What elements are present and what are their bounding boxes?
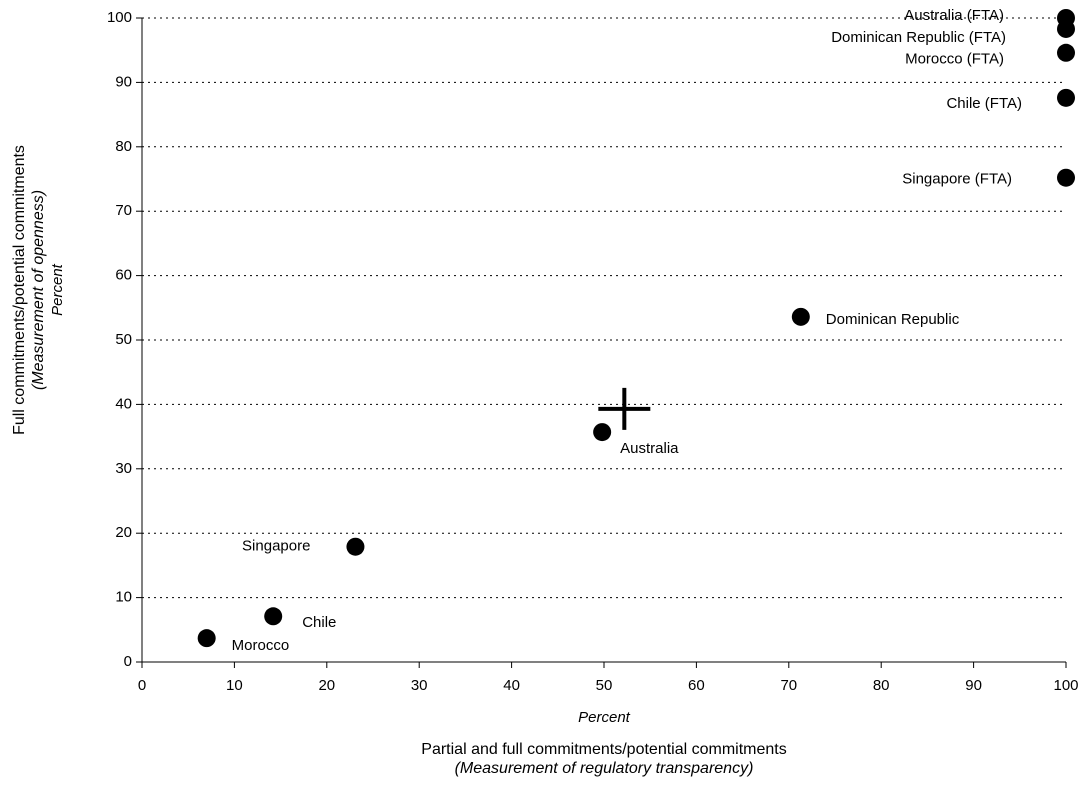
y-tick-label: 60 (115, 267, 132, 284)
y-tick-label: 40 (115, 395, 132, 412)
x-axis-note: (Measurement of regulatory transparency) (455, 760, 754, 777)
x-tick-label: 60 (688, 677, 705, 694)
x-axis-title: Partial and full commitments/potential c… (421, 741, 786, 758)
point-label: Australia (620, 440, 679, 457)
x-tick-label: 90 (965, 677, 982, 694)
y-tick-label: 90 (115, 73, 132, 90)
y-tick-label: 70 (115, 202, 132, 219)
point (197, 629, 216, 648)
y-axis-note: (Measurement of openness) (30, 190, 47, 390)
point (1057, 168, 1075, 187)
point-label: Dominican Republic (FTA) (831, 29, 1006, 46)
point (1057, 19, 1075, 38)
point-label: Chile (302, 614, 336, 631)
point (791, 307, 810, 326)
x-tick-label: 70 (780, 677, 797, 694)
x-tick-label: 0 (138, 677, 146, 694)
point-label: Morocco (232, 637, 290, 654)
y-tick-label: 20 (115, 524, 132, 541)
y-tick-label: 50 (115, 331, 132, 348)
point-label: Morocco (FTA) (905, 51, 1004, 68)
point-label: Australia (FTA) (904, 7, 1004, 24)
point (346, 537, 365, 556)
x-tick-label: 40 (503, 677, 520, 694)
point-label: Chile (FTA) (946, 95, 1022, 112)
x-unit: Percent (578, 709, 631, 726)
x-tick-label: 50 (596, 677, 613, 694)
y-tick-label: 0 (124, 653, 132, 670)
x-tick-label: 100 (1053, 677, 1078, 694)
cross-marker (598, 387, 651, 430)
x-tick-label: 80 (873, 677, 890, 694)
y-tick-label: 10 (115, 589, 132, 606)
point (264, 607, 283, 626)
point-label: Dominican Republic (826, 311, 960, 328)
point (1057, 88, 1075, 107)
point-label: Singapore (FTA) (902, 171, 1012, 188)
point-label: Singapore (242, 538, 310, 555)
x-tick-label: 20 (318, 677, 335, 694)
y-tick-label: 100 (107, 9, 132, 26)
y-unit: Percent (49, 263, 66, 316)
point (1057, 43, 1075, 62)
x-tick-label: 10 (226, 677, 243, 694)
y-axis-title: Full commitments/potential commitments (11, 145, 28, 435)
x-tick-label: 30 (411, 677, 428, 694)
point (593, 423, 612, 442)
y-tick-label: 80 (115, 138, 132, 155)
y-tick-label: 30 (115, 460, 132, 477)
